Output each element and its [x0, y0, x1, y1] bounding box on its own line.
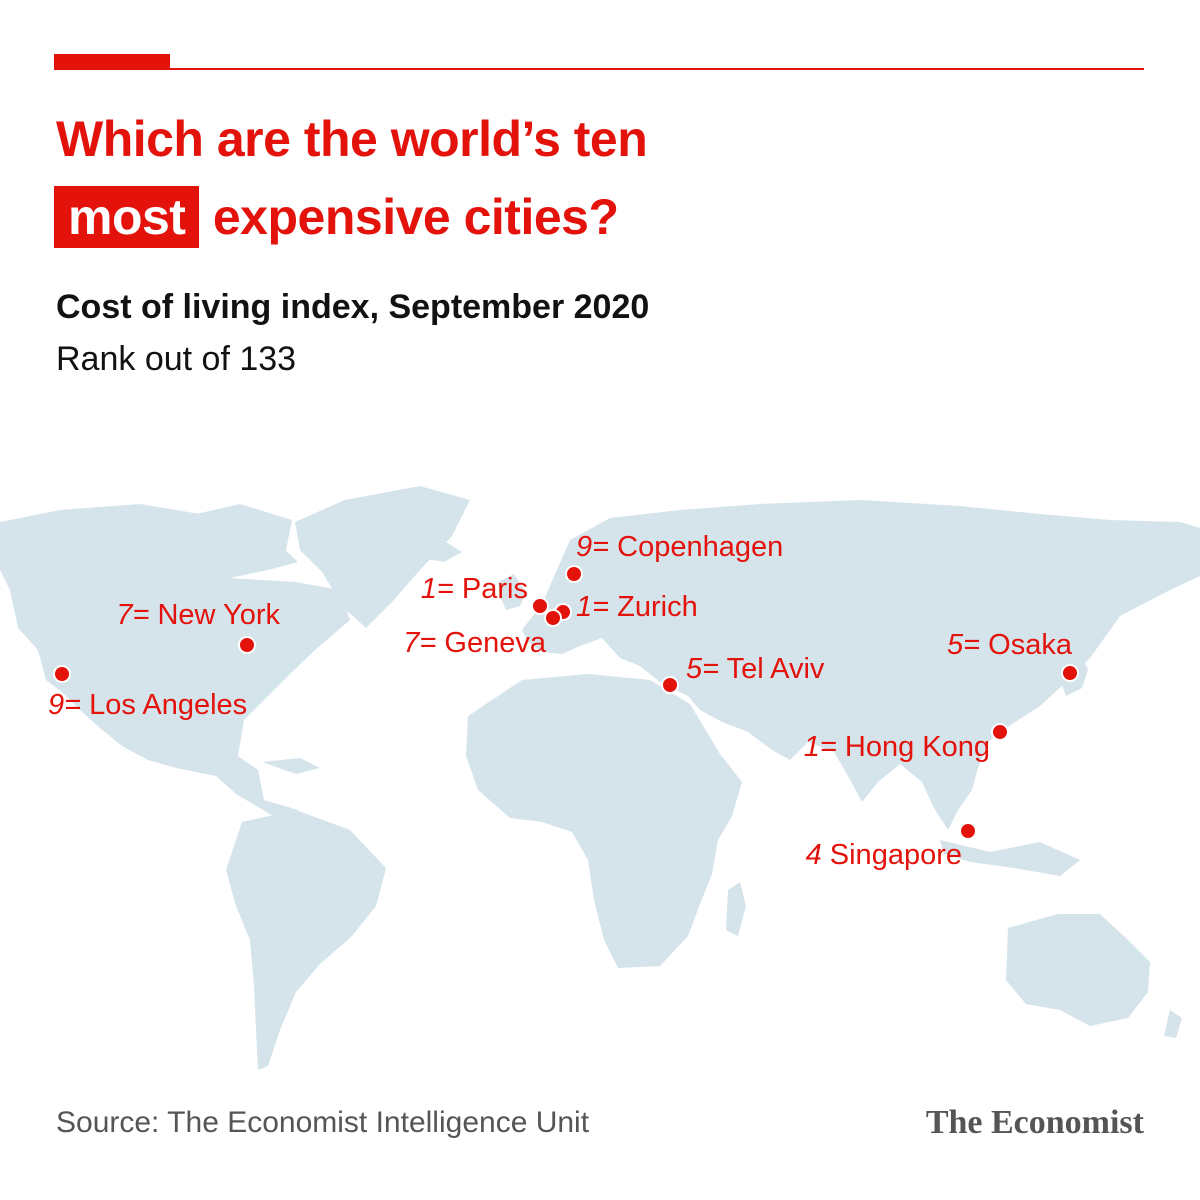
city-rank: 1=: [576, 591, 609, 623]
headline-highlight: most: [54, 186, 200, 248]
city-name: Tel Aviv: [719, 653, 825, 685]
city-label-zurich: 1= Zurich: [576, 591, 698, 623]
city-name: Hong Kong: [837, 731, 990, 763]
city-dot-paris: [531, 597, 549, 615]
city-rank: 5=: [686, 653, 719, 685]
city-label-osaka: 5= Osaka: [947, 629, 1073, 661]
city-label-singapore: 4 Singapore: [806, 839, 962, 871]
city-name: Geneva: [436, 627, 546, 659]
subtitle: Cost of living index, September 2020: [56, 288, 650, 326]
source-note: Source: The Economist Intelligence Unit: [56, 1106, 590, 1139]
city-dot-new-york: [238, 636, 256, 654]
land-madagascar: [726, 882, 746, 936]
city-rank: 5=: [947, 629, 980, 661]
city-dot-singapore: [959, 822, 977, 840]
city-dot-geneva: [544, 609, 562, 627]
city-dot-tel-aviv: [661, 676, 679, 694]
landmasses: [0, 486, 1200, 1070]
city-dot-copenhagen: [565, 565, 583, 583]
land-north-america: [0, 504, 350, 826]
city-name: Singapore: [822, 839, 962, 871]
city-label-copenhagen: 9= Copenhagen: [576, 531, 783, 563]
land-eurasia: [522, 500, 1200, 830]
city-name: New York: [149, 599, 280, 631]
land-uk-ireland: [498, 574, 526, 610]
city-dot-osaka: [1061, 664, 1079, 682]
top-rule-accent: [54, 54, 170, 70]
subtitle-note: Rank out of 133: [56, 340, 297, 378]
headline-line-1: Which are the world’s ten: [56, 111, 648, 167]
land-south-america: [226, 810, 386, 1070]
city-label-los-angeles: 9= Los Angeles: [48, 689, 247, 721]
city-dot-los-angeles: [53, 665, 71, 683]
land-africa: [466, 674, 742, 968]
city-dot-hong-kong: [991, 723, 1009, 741]
land-australia: [1006, 914, 1150, 1026]
city-label-new-york: 7= New York: [116, 599, 280, 631]
city-rank: 1=: [804, 731, 837, 763]
city-rank: 7=: [403, 627, 436, 659]
economist-logo: The Economist: [925, 1104, 1144, 1141]
city-label-geneva: 7= Geneva: [403, 627, 547, 659]
city-rank: 9=: [48, 689, 81, 721]
land-new-zealand: [1164, 1010, 1182, 1038]
land-cuba: [262, 758, 320, 774]
city-label-hong-kong: 1= Hong Kong: [804, 731, 990, 763]
city-rank: 4: [806, 839, 822, 871]
headline-line-2-rest: expensive cities?: [212, 189, 619, 245]
headline: Which are the world’s ten most expensive…: [54, 100, 648, 256]
headline-line-2: most expensive cities?: [54, 178, 647, 256]
city-label-tel-aviv: 5= Tel Aviv: [686, 653, 825, 685]
city-label-paris: 1= Paris: [421, 573, 528, 605]
city-rank: 1=: [421, 573, 454, 605]
city-name: Zurich: [609, 591, 698, 623]
land-iceland: [418, 542, 462, 562]
city-name: Osaka: [980, 629, 1073, 661]
city-name: Paris: [454, 573, 528, 605]
city-name: Copenhagen: [609, 531, 783, 563]
city-rank: 9=: [576, 531, 609, 563]
top-rule: [54, 68, 1144, 70]
city-rank: 7=: [116, 599, 149, 631]
city-name: Los Angeles: [81, 689, 247, 721]
land-southeast-asia-islands: [940, 840, 1080, 876]
